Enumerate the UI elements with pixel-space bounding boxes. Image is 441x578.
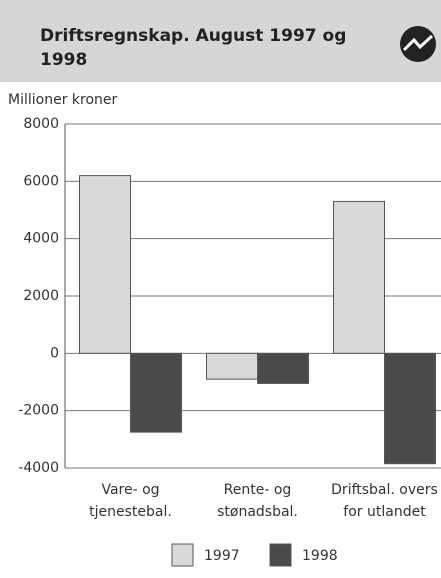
bar	[333, 200, 385, 354]
y-tick-label: 2000	[23, 288, 59, 304]
legend-swatch	[171, 543, 194, 567]
bar	[384, 352, 436, 465]
header-band	[0, 0, 441, 82]
bar	[257, 352, 309, 384]
chart-title: Driftsregnskap. August 1997 og	[40, 26, 346, 46]
y-tick-label: 8000	[23, 116, 59, 132]
x-tick-label: tjenestebal.	[89, 504, 172, 520]
bar	[79, 175, 131, 354]
x-tick-label: Rente- og	[224, 482, 292, 498]
bar	[130, 352, 182, 433]
y-axis-label: Millioner kroner	[8, 92, 118, 108]
chart-title: 1998	[40, 50, 87, 70]
x-tick-label: for utlandet	[343, 504, 426, 520]
legend-label: 1997	[204, 548, 240, 564]
x-tick-label: Vare- og	[101, 482, 159, 498]
y-tick-label: -4000	[18, 460, 59, 476]
x-tick-label: stønadsbal.	[217, 504, 298, 520]
legend-swatch	[269, 543, 292, 567]
legend-label: 1998	[302, 548, 338, 564]
bar	[206, 352, 258, 380]
y-tick-label: 0	[50, 345, 59, 361]
y-tick-label: 6000	[23, 173, 59, 189]
logo-icon	[400, 26, 436, 62]
x-tick-label: Driftsbal. overs	[331, 482, 438, 498]
y-tick-label: -2000	[18, 403, 59, 419]
y-tick-label: 4000	[23, 231, 59, 247]
